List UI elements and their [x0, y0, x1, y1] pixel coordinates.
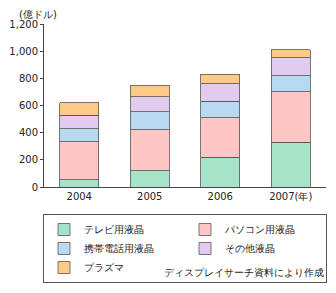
- svg-text:0: 0: [32, 182, 38, 193]
- svg-text:2006: 2006: [208, 191, 233, 202]
- svg-text:1,000: 1,000: [9, 46, 38, 57]
- svg-text:その他液晶: その他液晶: [225, 243, 275, 254]
- svg-text:600: 600: [19, 100, 38, 111]
- svg-text:ディスプレイサーチ資料により作成: ディスプレイサーチ資料により作成: [164, 267, 324, 278]
- svg-text:200: 200: [19, 154, 38, 165]
- svg-text:プラズマ: プラズマ: [84, 262, 124, 273]
- svg-text:1,200: 1,200: [9, 19, 38, 30]
- svg-text:400: 400: [19, 127, 38, 138]
- svg-text:2004: 2004: [67, 191, 92, 202]
- svg-text:2005: 2005: [137, 191, 162, 202]
- svg-text:パソコン用液晶: パソコン用液晶: [224, 224, 295, 235]
- svg-text:800: 800: [19, 73, 38, 84]
- svg-text:テレビ用液晶: テレビ用液晶: [84, 224, 144, 235]
- svg-text:2007(年): 2007(年): [269, 191, 312, 202]
- svg-text:(億ドル): (億ドル): [19, 9, 57, 20]
- svg-text:携帯電話用液晶: 携帯電話用液晶: [84, 243, 154, 254]
